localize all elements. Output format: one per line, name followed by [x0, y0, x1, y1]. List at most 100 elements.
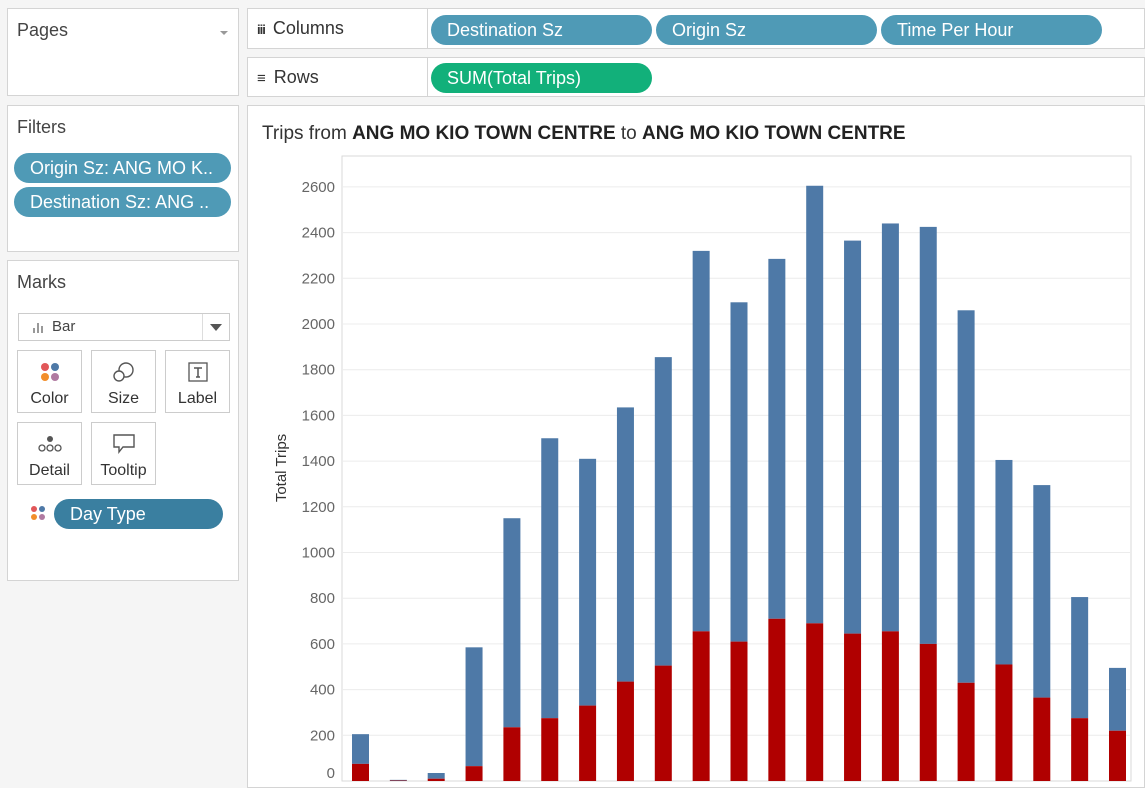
y-tick-label: 2400 [302, 225, 335, 242]
y-tick-label: 1600 [302, 407, 335, 424]
bar-segment-lower [465, 766, 483, 781]
y-tick-label: 2200 [302, 270, 335, 287]
filters-title: Filters [17, 117, 66, 137]
y-tick-label: 400 [310, 682, 335, 699]
y-tick-label: 1400 [302, 453, 335, 470]
bar-segment-lower [730, 641, 748, 781]
bar-segment-upper [919, 226, 937, 644]
bar-segment-upper [1033, 485, 1051, 698]
bar-segment-lower [692, 631, 710, 781]
filter-pill-destination[interactable]: Destination Sz: ANG .. [14, 187, 231, 217]
column-pill-destination-sz[interactable]: Destination Sz [431, 15, 652, 45]
day-type-pill[interactable]: Day Type [54, 499, 223, 529]
bar-segment-upper [389, 779, 407, 781]
columns-shelf: iii Columns Destination Sz Origin Sz Time… [247, 8, 1145, 49]
bar-segment-lower [541, 718, 559, 781]
bar-segment-upper [692, 250, 710, 632]
bar-segment-upper [730, 302, 748, 642]
row-pill-sum-total-trips[interactable]: SUM(Total Trips) [431, 63, 652, 93]
column-pill-time-per-hour[interactable]: Time Per Hour [881, 15, 1102, 45]
size-icon [112, 361, 136, 388]
bar-segment-upper [579, 458, 597, 706]
bar-segment-upper [957, 310, 975, 683]
rows-shelf-label: ≡ Rows [257, 67, 319, 87]
y-tick-label: 1200 [302, 499, 335, 516]
text-label-icon [187, 361, 209, 388]
detail-icon [37, 433, 63, 460]
color-button[interactable]: Color [17, 350, 82, 413]
pages-menu-icon[interactable] [220, 31, 228, 35]
bar-segment-upper [427, 773, 445, 779]
viz-title-origin: ANG MO KIO TOWN CENTRE [352, 123, 616, 144]
color-icon [39, 361, 61, 388]
tooltip-button[interactable]: Tooltip [91, 422, 156, 485]
stacked-bar-chart[interactable]: 0 200 400 600 800 1000 1200 1400 1600 1800 2000 220… [248, 106, 1144, 787]
bar-segment-lower [768, 618, 786, 781]
bar-segment-lower [957, 682, 975, 781]
bar-segment-lower [1109, 730, 1126, 781]
label-button[interactable]: Label [165, 350, 230, 413]
viz-title: Trips from ANG MO KIO TOWN CENTRE to ANG… [262, 123, 906, 144]
bar-segment-lower [503, 727, 521, 781]
label-label: Label [177, 390, 218, 407]
y-tick-label: 0 [327, 765, 335, 782]
y-tick-label: 2000 [302, 316, 335, 333]
bar-segment-lower [881, 631, 899, 781]
bar-segment-upper [1071, 597, 1089, 719]
y-tick-label: 600 [310, 636, 335, 653]
y-tick-label: 1000 [302, 545, 335, 562]
bar-segment-upper [503, 518, 521, 728]
columns-icon: iii [257, 22, 266, 37]
size-label: Size [107, 390, 140, 407]
pages-card[interactable]: Pages [7, 8, 239, 96]
bar-segment-lower [654, 665, 672, 781]
bar-segment-lower [995, 664, 1013, 781]
tooltip-icon [112, 433, 136, 460]
y-tick-label: 2600 [302, 179, 335, 196]
y-axis-label: Total Trips [273, 434, 290, 502]
bar-segment-lower [352, 763, 369, 781]
tooltip-label: Tooltip [100, 462, 147, 479]
y-tick-label: 1800 [302, 362, 335, 379]
size-button[interactable]: Size [91, 350, 156, 413]
bar-segment-lower [806, 623, 824, 781]
bar-segment-upper [654, 357, 672, 666]
bar-segment-lower [579, 705, 597, 781]
bar-segment-upper [995, 459, 1013, 665]
bar-chart-icon [33, 323, 45, 333]
bar-segment-upper [352, 734, 369, 764]
mark-type-dropdown[interactable]: Bar [18, 313, 230, 341]
y-tick-label: 200 [310, 727, 335, 744]
chevron-down-icon[interactable] [210, 324, 222, 331]
bar-segment-lower [427, 778, 445, 781]
bar-segment-upper [541, 438, 559, 719]
bar-segment-upper [616, 407, 634, 682]
viz-title-destination: ANG MO KIO TOWN CENTRE [642, 123, 906, 144]
bar-segment-upper [806, 185, 824, 624]
color-label: Color [30, 390, 69, 407]
bar-segment-upper [1109, 667, 1126, 731]
filters-card: Filters Origin Sz: ANG MO K.. Destinatio… [7, 105, 239, 252]
detail-button[interactable]: Detail [17, 422, 82, 485]
columns-shelf-label: iii Columns [257, 18, 344, 38]
bar-segment-lower [844, 633, 862, 781]
bar-segment-lower [1033, 697, 1051, 781]
color-legend-icon [30, 505, 46, 526]
column-pill-origin-sz[interactable]: Origin Sz [656, 15, 877, 45]
y-tick-label: 800 [310, 590, 335, 607]
bar-segment-upper [465, 647, 483, 767]
filter-pill-origin[interactable]: Origin Sz: ANG MO K.. [14, 153, 231, 183]
marks-card: Marks Bar Color Size Label Detail [7, 260, 239, 581]
viz-area[interactable]: Trips from ANG MO KIO TOWN CENTRE to ANG… [247, 105, 1145, 788]
bar-segment-upper [844, 240, 862, 634]
rows-shelf: ≡ Rows SUM(Total Trips) [247, 57, 1145, 97]
bar-segment-lower [919, 643, 937, 781]
bar-segment-upper [768, 258, 786, 619]
bar-segment-lower [1071, 718, 1089, 781]
bar-segment-upper [881, 223, 899, 632]
marks-title: Marks [17, 272, 66, 292]
pages-title: Pages [17, 20, 69, 40]
detail-label: Detail [29, 462, 70, 479]
bar-segment-lower [616, 681, 634, 781]
rows-icon: ≡ [257, 70, 266, 87]
